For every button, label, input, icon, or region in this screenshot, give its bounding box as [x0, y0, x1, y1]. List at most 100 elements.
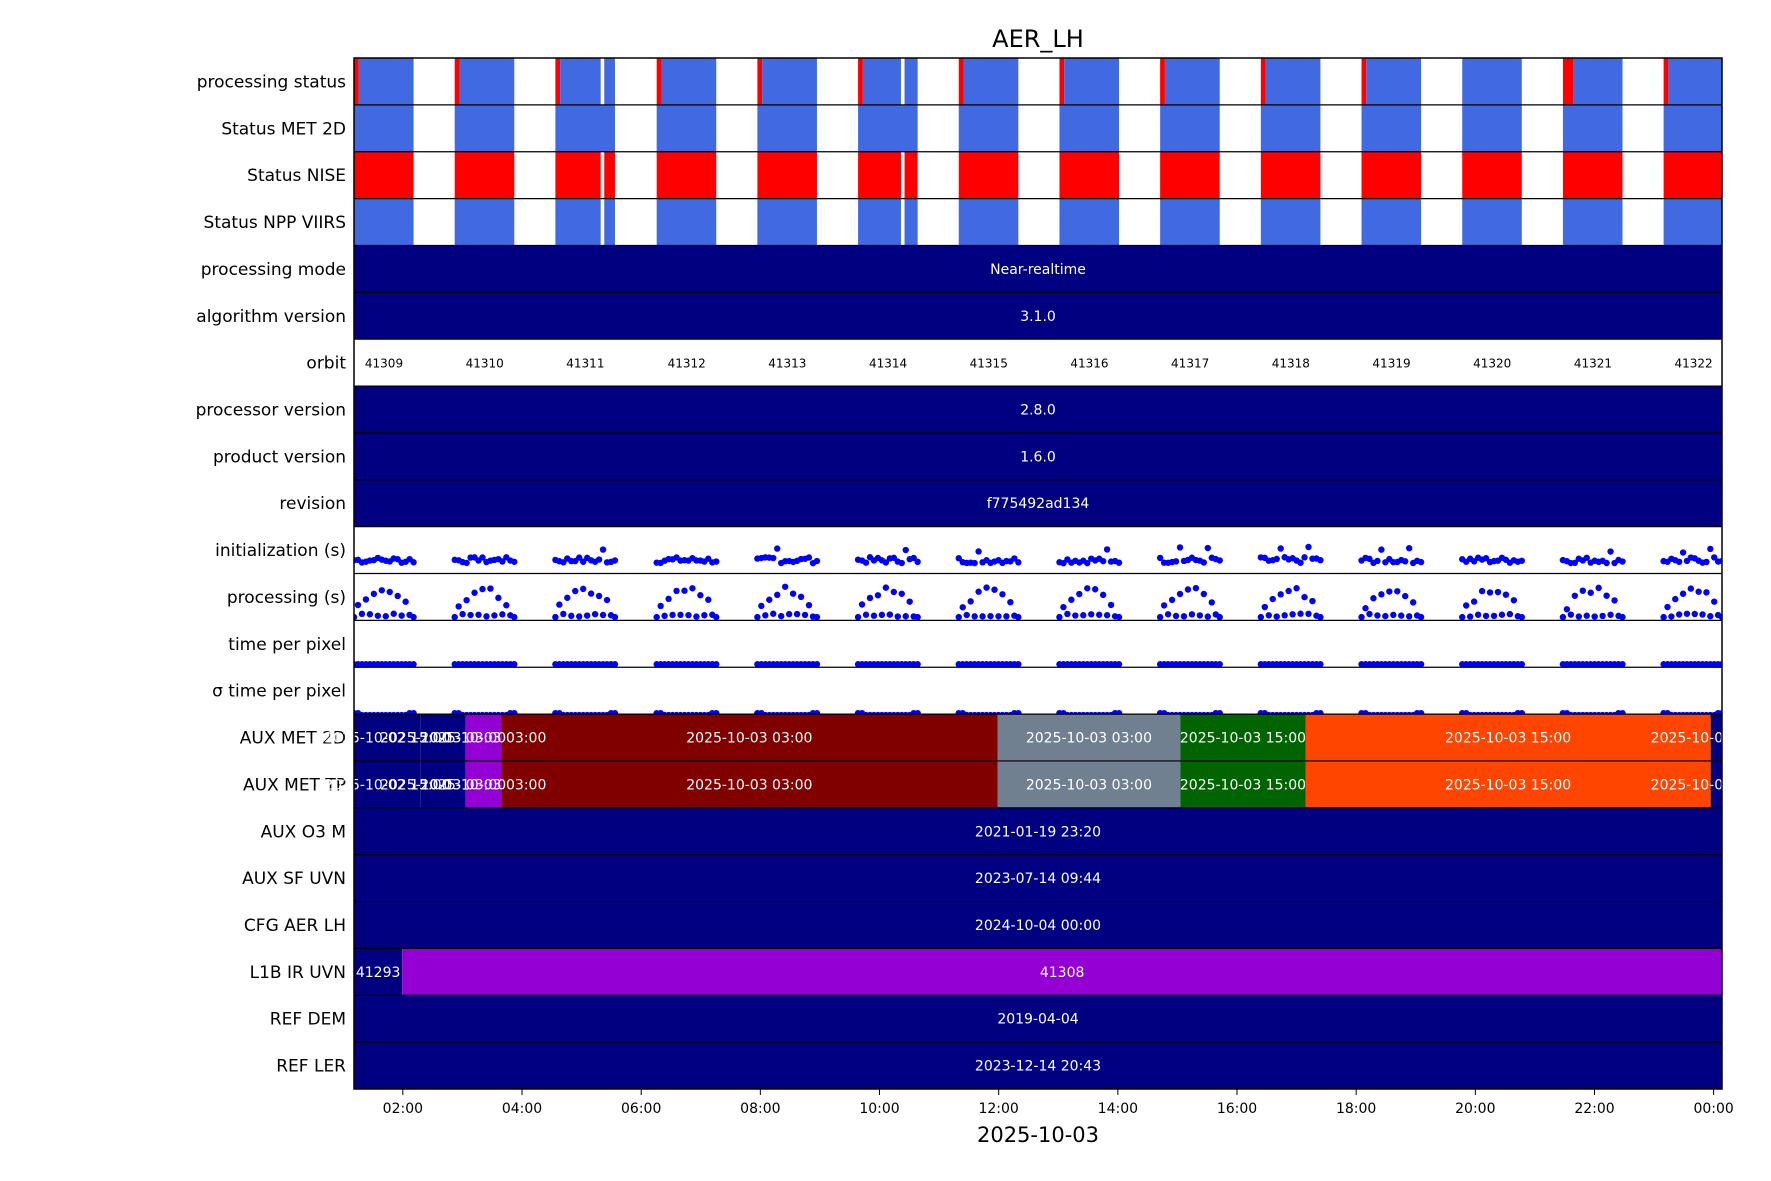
data-point [1417, 613, 1425, 621]
orbit-number: 41319 [1372, 357, 1410, 371]
value-band [354, 854, 1722, 902]
data-point [1015, 613, 1022, 621]
data-point [886, 611, 894, 618]
data-point [366, 611, 374, 618]
data-point [1679, 549, 1687, 556]
band-value: 3.1.0 [1020, 309, 1056, 325]
data-point [999, 591, 1006, 598]
pass-segment [1361, 104, 1422, 152]
value-band [354, 432, 1722, 480]
orbit-number: 41314 [869, 357, 907, 371]
aux-segment-label: 2025-10-03 03:00 [420, 731, 546, 747]
row-label: time per pixel [228, 635, 346, 655]
pass-segment [555, 104, 615, 152]
data-point [890, 588, 898, 596]
pass-segment [904, 151, 918, 199]
data-point [1317, 661, 1324, 668]
data-point [1216, 557, 1223, 564]
data-point [801, 611, 809, 619]
data-point [1103, 546, 1111, 553]
data-point [1103, 612, 1111, 619]
status-segment [1366, 58, 1422, 105]
orbit-number: 41311 [566, 357, 604, 371]
data-point [1068, 596, 1075, 603]
data-point [1417, 558, 1425, 566]
value-band [354, 1042, 1722, 1089]
data-point [599, 546, 607, 553]
data-point [1056, 613, 1063, 621]
aux-segment [465, 760, 502, 808]
pass-segment [1562, 198, 1623, 246]
data-point [1003, 613, 1010, 620]
data-point [770, 610, 777, 617]
data-point [1265, 612, 1272, 619]
data-point [1184, 586, 1192, 593]
data-point [975, 548, 982, 555]
x-tick-label: 14:00 [1098, 1101, 1138, 1117]
row-label: REF LER [276, 1057, 346, 1077]
data-point [813, 613, 821, 621]
data-point [572, 587, 579, 595]
data-point [1583, 554, 1590, 561]
row-label: CFG AER LH [244, 916, 346, 936]
pass-segment [1160, 104, 1220, 152]
data-point [1567, 611, 1575, 618]
data-point [1718, 557, 1722, 565]
data-point [959, 604, 966, 611]
data-point [1518, 557, 1526, 564]
data-point [1583, 612, 1590, 619]
data-point [1466, 613, 1474, 620]
band-value: 2021-01-19 23:20 [975, 824, 1101, 840]
data-point [1591, 613, 1598, 620]
status-segment [904, 58, 918, 105]
data-point [1474, 611, 1482, 618]
data-point [854, 613, 862, 621]
row-label: algorithm version [196, 307, 346, 327]
orbit-number: 41322 [1675, 357, 1713, 371]
orbit-number: 41315 [970, 357, 1008, 371]
data-point [378, 587, 386, 594]
data-point [1571, 559, 1579, 567]
data-point [1599, 612, 1606, 620]
data-point [1672, 595, 1679, 603]
data-point [1301, 554, 1308, 561]
data-point [661, 612, 668, 620]
data-point [370, 590, 378, 598]
data-point [1305, 610, 1312, 618]
row-label: REF DEM [270, 1010, 346, 1030]
row-label: σ time per pixel [212, 682, 346, 702]
data-point [1579, 587, 1586, 594]
pass-segment [1562, 151, 1623, 199]
data-point [1007, 598, 1014, 606]
data-point [564, 594, 571, 601]
data-point [463, 596, 470, 604]
data-point [511, 661, 518, 668]
aux-segment-label: 2025-10-02 15:00 [324, 777, 450, 793]
pass-segment [1663, 198, 1722, 246]
data-point [705, 596, 712, 603]
data-point [483, 613, 490, 620]
data-point [1172, 612, 1180, 620]
pass-segment [1160, 198, 1220, 246]
data-point [568, 612, 575, 620]
status-segment [555, 58, 561, 105]
data-point [1200, 590, 1208, 598]
data-point [882, 584, 890, 591]
data-point [1482, 612, 1490, 620]
data-point [963, 611, 970, 619]
data-point [1603, 559, 1610, 567]
data-point [1619, 661, 1626, 668]
status-segment [1059, 58, 1065, 105]
x-tick-label: 16:00 [1217, 1101, 1257, 1117]
aux-segment [1305, 714, 1711, 761]
data-point [713, 558, 720, 565]
data-point [1502, 591, 1510, 598]
data-point [1160, 602, 1168, 609]
data-point [813, 661, 821, 668]
status-segment [354, 58, 359, 105]
data-point [1711, 598, 1718, 605]
data-point [1405, 613, 1413, 620]
data-point [1668, 613, 1675, 620]
data-point [862, 559, 870, 566]
data-point [1699, 611, 1706, 618]
